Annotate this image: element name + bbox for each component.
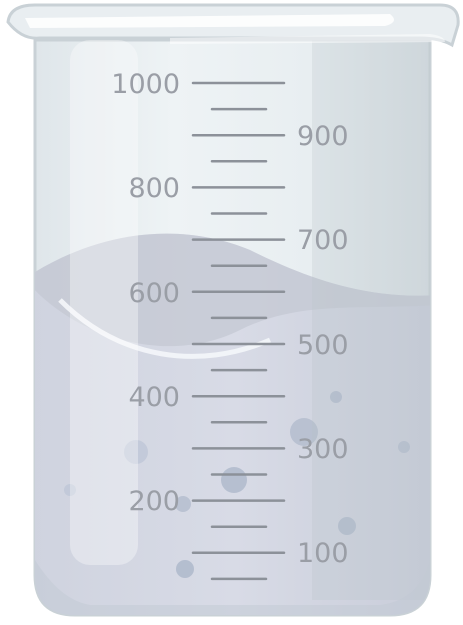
rim-shadow: [170, 34, 445, 44]
scale-label-right: 500: [297, 330, 349, 361]
scale-label-left: 600: [128, 278, 180, 309]
bubble: [290, 418, 318, 446]
scale-label-right: 700: [297, 225, 349, 256]
bubble: [124, 440, 148, 464]
glass-shade-right: [312, 40, 430, 600]
graduation-scale: 1000 800 600 400 200 900 700 500 300 100: [111, 69, 349, 581]
scale-label-left: 400: [128, 382, 180, 413]
meniscus-highlight: [58, 298, 271, 359]
glass-bottom-shade: [35, 560, 430, 615]
bubble: [175, 496, 191, 512]
scale-label-right: 300: [297, 434, 349, 465]
bubble: [330, 391, 342, 403]
rim-highlight: [25, 14, 394, 28]
bubble: [398, 441, 410, 453]
bubble: [221, 467, 247, 493]
scale-label-left: 800: [128, 173, 180, 204]
liquid-surface: [35, 233, 430, 347]
scale-label-right: 900: [297, 121, 349, 152]
glass-reflection-left: [70, 40, 138, 565]
scale-label-left: 200: [128, 486, 180, 517]
scale-label-right: 100: [297, 538, 349, 569]
bubble: [64, 484, 76, 496]
scale-label-left: 1000: [111, 69, 180, 100]
bubble: [176, 560, 194, 578]
bubble: [338, 517, 356, 535]
